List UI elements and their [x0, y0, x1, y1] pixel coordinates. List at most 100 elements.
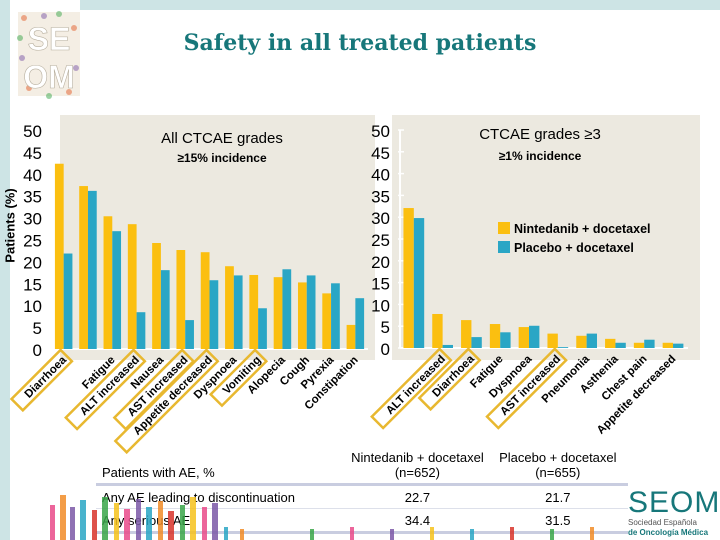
- grade3-bar-nintedanib: [576, 335, 587, 348]
- table-header-row: Patients with AE, % Nintedanib + docetax…: [96, 444, 628, 486]
- grade3-ytick-label: 40: [371, 166, 390, 185]
- grade3-bar-placebo: [442, 344, 453, 348]
- grade3-chart-subtitle: ≥1% incidence: [499, 149, 582, 163]
- all-grades-bar-nintedanib: [273, 277, 283, 349]
- grade3-bar-placebo: [413, 218, 425, 348]
- all-grades-ytick-label: 25: [23, 232, 42, 251]
- grade3-ytick-label: 15: [371, 275, 390, 294]
- grade3-ytick-label: 10: [371, 296, 390, 315]
- all-grades-bar-nintedanib: [103, 216, 113, 349]
- all-grades-ytick-label: 30: [23, 210, 42, 229]
- grade3-ytick-label: 5: [381, 318, 390, 337]
- all-grades-bar-placebo: [282, 269, 292, 349]
- all-grades-bar-nintedanib: [127, 224, 137, 349]
- all-grades-label-highlight-box: [113, 348, 220, 455]
- header-logo-top: SE: [28, 21, 71, 57]
- seom-header-logo: SE OM: [17, 11, 80, 99]
- grade3-bar-nintedanib: [432, 313, 443, 348]
- grade3-ytick-label: 50: [371, 122, 390, 141]
- all-grades-ytick-label: 20: [23, 253, 42, 272]
- all-grades-bar-nintedanib: [297, 282, 307, 349]
- row-label: Any AE leading to discontinuation: [102, 489, 295, 505]
- all-grades-ytick-label: 15: [23, 275, 42, 294]
- all-grades-bar-nintedanib: [176, 250, 186, 349]
- all-grades-bar-placebo: [258, 308, 267, 349]
- grade3-label-highlight-box: [485, 347, 568, 430]
- table-header-category: Patients with AE, %: [102, 465, 215, 480]
- grade3-bar-nintedanib: [662, 342, 674, 348]
- footer-logo-name: SEOM: [628, 486, 720, 519]
- all-grades-chart-subtitle: ≥15% incidence: [177, 151, 267, 165]
- grade3-label-highlight-box: [417, 347, 482, 412]
- all-grades-ytick-label: 50: [23, 122, 42, 141]
- grade3-bar-nintedanib: [461, 320, 472, 348]
- grade3-bar-placebo: [673, 343, 684, 348]
- grade3-ytick-label: 25: [371, 231, 390, 250]
- grade3-bar-placebo: [586, 333, 597, 348]
- all-grades-bar-placebo: [112, 231, 122, 349]
- seom-footer-logo: SEOM Sociedad Española de Oncología Médi…: [628, 486, 720, 538]
- all-grades-label-highlight-box: [208, 348, 269, 408]
- all-grades-label-highlight-box: [9, 348, 74, 413]
- grade3-bar-nintedanib: [605, 338, 616, 348]
- people-crowd-decoration: [50, 495, 594, 540]
- all-grades-bar-placebo: [331, 283, 340, 349]
- grade3-ytick-label: 0: [381, 340, 390, 359]
- grade3-bar-placebo: [471, 337, 482, 348]
- grade3-bar-nintedanib: [489, 324, 501, 348]
- footer-logo-line2: de Oncología Médica: [628, 528, 709, 537]
- grade3-label-highlight-box: [370, 347, 453, 430]
- all-grades-bar-placebo: [233, 275, 243, 349]
- all-grades-bar-placebo: [136, 312, 146, 349]
- all-grades-bar-placebo: [306, 275, 316, 349]
- all-grades-bar-placebo: [87, 190, 97, 349]
- all-grades-ytick-label: 40: [23, 166, 42, 185]
- all-grades-ytick-label: 10: [23, 297, 42, 316]
- all-grades-ytick-label: 45: [23, 144, 42, 163]
- grade3-bar-nintedanib: [547, 333, 558, 348]
- row-placebo-value: 31.5: [545, 512, 571, 528]
- all-grades-bar-placebo: [185, 320, 194, 349]
- page-title: Safety in all treated patients: [183, 30, 537, 56]
- all-grades-bar-nintedanib: [79, 186, 88, 349]
- all-grades-ytick-label: 0: [33, 341, 42, 360]
- grade3-chart-title: CTCAE grades ≥3: [479, 126, 601, 143]
- left-rail: [0, 0, 10, 540]
- all-grades-bar-nintedanib: [346, 324, 356, 349]
- grade3-bar-placebo: [500, 332, 511, 348]
- legend-swatch: [498, 241, 510, 253]
- grade3-bar-nintedanib: [403, 208, 414, 348]
- header-logo-bottom: OM: [23, 59, 75, 95]
- all-grades-category-label: Diarrhoea: [23, 354, 70, 401]
- row-nintedanib-value: 22.7: [404, 489, 431, 505]
- all-grades-bar-nintedanib: [225, 266, 234, 349]
- table-header-nintedanib: Nintedanib + docetaxel (n=652): [351, 450, 484, 480]
- all-grades-bar-nintedanib: [200, 252, 210, 349]
- grade3-bar-placebo: [615, 342, 626, 348]
- all-grades-ytick-label: 35: [23, 188, 42, 207]
- grade3-bar-placebo: [529, 325, 540, 348]
- grade3-ytick-label: 35: [371, 187, 390, 206]
- row-placebo-value: 21.7: [545, 489, 571, 505]
- all-grades-ytick-label: 5: [33, 319, 42, 338]
- legend-label: Placebo + docetaxel: [514, 241, 634, 255]
- grade3-ytick-label: 20: [371, 253, 390, 272]
- all-grades-bar-nintedanib: [152, 243, 161, 349]
- table-header-placebo: Placebo + docetaxel (n=655): [499, 450, 617, 480]
- table-row: Any AE leading to discontinuation 22.7 2…: [96, 486, 628, 509]
- grade3-ytick-label: 45: [371, 144, 390, 163]
- grade3-panel-bg: [392, 115, 700, 360]
- grade3-bar-nintedanib: [633, 342, 645, 348]
- all-grades-bar-nintedanib: [54, 163, 64, 349]
- grade3-ytick-label: 30: [371, 209, 390, 228]
- all-grades-bar-placebo: [209, 280, 219, 349]
- legend-label: Nintedanib + docetaxel: [514, 222, 651, 236]
- top-band: [80, 0, 720, 10]
- all-grades-bar-nintedanib: [322, 293, 332, 349]
- legend-swatch: [498, 222, 510, 234]
- all-grades-bar-placebo: [355, 298, 365, 349]
- footer-logo-line1: Sociedad Española: [628, 518, 697, 527]
- grade3-bar-placebo: [557, 347, 569, 348]
- all-grades-label-highlight-box: [64, 348, 147, 431]
